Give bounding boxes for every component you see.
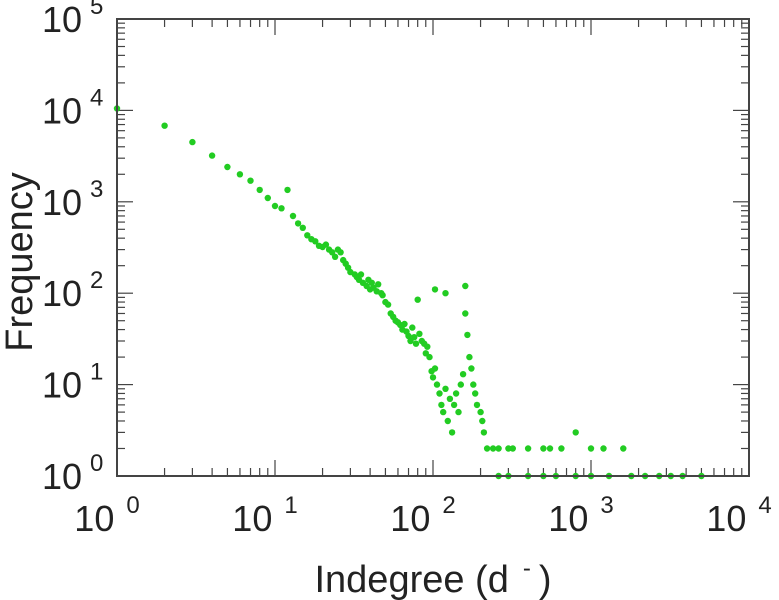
data-point [448,429,456,436]
data-point [411,334,418,341]
tick-labels: 10 0 10 1 10 2 10 3 10 4 10 0 10 1 10 2 10 3 10 4 10 5 [42,0,772,539]
data-point [426,353,433,361]
data-point [459,371,467,378]
data-point [424,343,431,350]
data-point [304,232,311,239]
data-point [473,401,481,409]
y-tick-label: 10 0 [42,450,103,497]
data-point [224,163,231,171]
data-point [524,445,532,452]
data-point [587,445,595,452]
data-point [442,385,449,392]
data-point [236,171,244,178]
data-point [440,408,447,416]
data-point [271,202,279,210]
data-point [483,445,491,452]
tick-marks [116,18,750,477]
x-tick-label: 10 4 [706,492,771,539]
data-point [337,249,344,256]
data-point [331,253,339,260]
data-point [405,332,412,340]
data-point [294,220,302,227]
x-tick-label: 10 2 [390,492,455,539]
y-tick-label: 10 2 [42,267,103,314]
data-point [384,301,392,308]
y-axis-title: Frequency [0,172,41,352]
data-point [620,445,627,452]
data-point [375,281,382,288]
data-point [256,186,263,194]
data-point [462,310,469,317]
data-point [457,381,464,388]
data-point [161,122,168,129]
x-tick-label: 10 0 [74,492,139,539]
y-tick-label: 10 3 [42,176,103,223]
data-point [433,381,441,388]
data-point [284,186,291,194]
data-point [540,445,547,452]
data-point [462,282,469,290]
data-point [357,271,365,278]
plot-frame [116,18,750,477]
data-point [289,212,297,220]
data-point [455,408,462,416]
x-axis-title: Indegree (d -) [314,555,551,600]
data-point [278,205,285,212]
data-point [509,445,516,452]
data-point [442,290,449,297]
y-tick-label: 10 1 [42,359,103,406]
data-point [438,401,445,409]
data-point [299,224,306,231]
data-point [431,365,439,372]
y-tick-label: 10 4 [42,84,103,131]
data-point [480,429,488,436]
data-point [247,177,254,184]
data-point [429,374,437,381]
data-point [572,429,579,436]
data-point [322,241,330,248]
x-axis-title-main: Indegree (d [314,559,508,600]
data-points [113,105,705,480]
data-point [264,194,271,202]
data-point [600,445,607,452]
data-point [379,292,386,299]
x-tick-label: 10 1 [232,492,297,539]
data-point [546,445,554,452]
data-point [444,417,451,425]
data-point [489,445,497,452]
data-point [452,390,460,397]
data-point [472,390,479,397]
data-point [477,408,484,416]
data-point [414,296,421,303]
data-point [505,445,512,452]
data-point [409,324,416,331]
data-point [189,138,196,146]
data-point [431,286,439,293]
data-point [436,390,443,397]
data-point [464,331,471,339]
x-axis-title-close: ) [539,559,552,600]
data-point [401,320,408,328]
x-tick-label: 10 3 [548,492,613,539]
data-point [558,445,565,452]
data-point [416,330,423,337]
data-point [466,353,473,361]
data-point [446,395,454,402]
data-point [495,445,502,452]
data-point [208,152,216,159]
x-axis-title-superscript: - [523,555,531,582]
data-point [470,381,477,388]
data-point [479,417,486,425]
data-point [368,279,375,286]
data-point [450,401,458,409]
y-tick-label: 10 5 [42,0,103,40]
data-point [312,238,319,245]
data-point [412,340,420,347]
data-point [468,365,475,372]
